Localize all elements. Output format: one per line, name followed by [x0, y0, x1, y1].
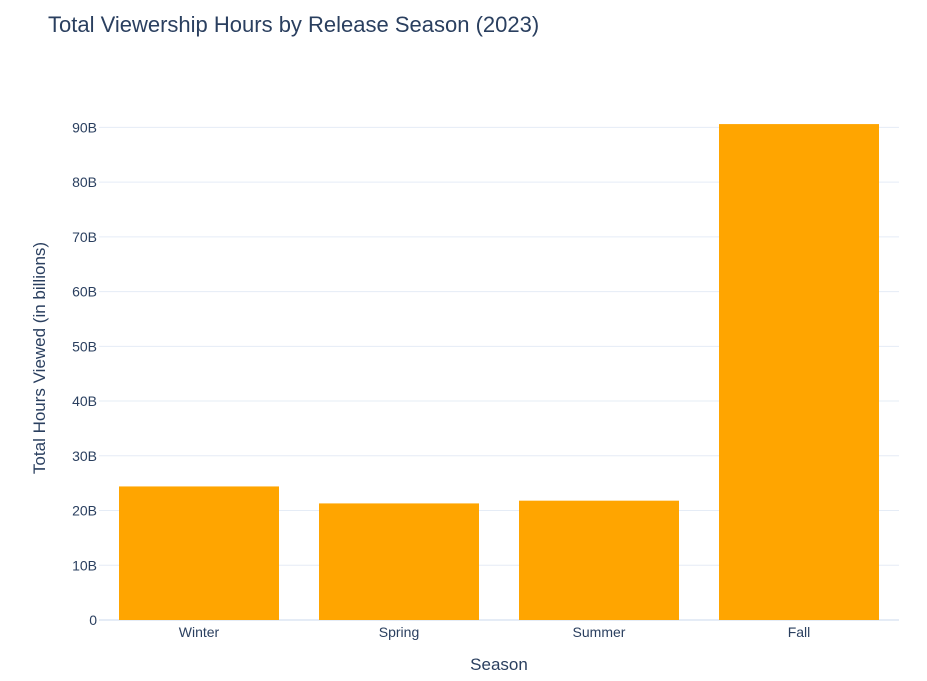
x-tick-label: Winter [179, 624, 220, 640]
bar-spring[interactable] [319, 503, 479, 620]
x-tick-label: Summer [573, 624, 626, 640]
y-tick-label: 60B [72, 284, 97, 300]
bar-summer[interactable] [519, 500, 679, 620]
chart-title: Total Viewership Hours by Release Season… [48, 12, 540, 37]
y-tick-label: 20B [72, 503, 97, 519]
bars [119, 124, 879, 620]
y-tick-label: 90B [72, 119, 97, 135]
y-tick-label: 30B [72, 448, 97, 464]
y-tick-label: 80B [72, 174, 97, 190]
y-tick-label: 10B [72, 557, 97, 573]
x-axis-title: Season [470, 655, 528, 674]
x-tick-label: Spring [379, 624, 419, 640]
y-tick-label: 40B [72, 393, 97, 409]
y-tick-label: 70B [72, 229, 97, 245]
x-tick-labels: Winter Spring Summer Fall [179, 624, 811, 640]
x-tick-label: Fall [788, 624, 811, 640]
y-tick-label: 0 [89, 612, 97, 628]
bar-fall[interactable] [719, 124, 879, 620]
y-tick-label: 50B [72, 338, 97, 354]
bar-winter[interactable] [119, 486, 279, 620]
y-axis-title: Total Hours Viewed (in billions) [30, 242, 49, 474]
y-tick-labels: 0 10B 20B 30B 40B 50B 60B 70B 80B 90B [72, 119, 97, 628]
